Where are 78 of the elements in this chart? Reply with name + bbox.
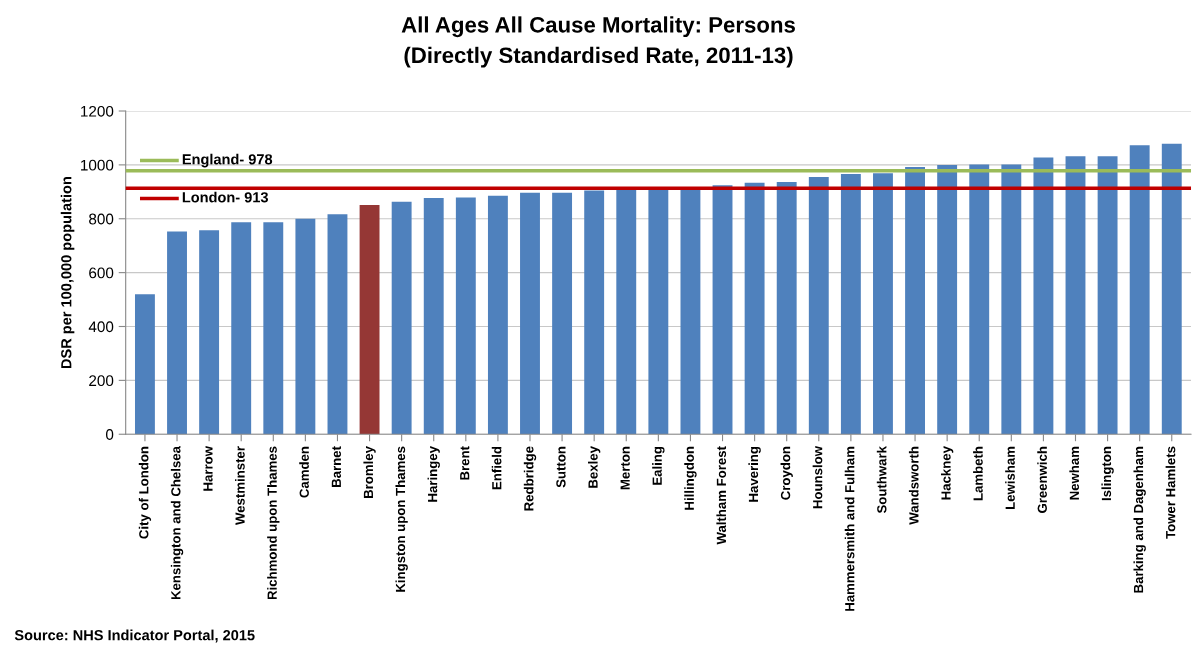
bar	[776, 182, 797, 435]
y-tick-label: 1000	[81, 159, 114, 171]
x-tick-label: Harrow	[203, 446, 213, 491]
x-tick-label: Hillingdon	[684, 446, 697, 510]
bar	[744, 182, 765, 435]
ref-line-label: England- 978	[182, 153, 273, 168]
y-tick-label: 200	[89, 375, 114, 387]
x-tick-label: Sutton	[556, 446, 566, 488]
y-tick-label: 600	[89, 267, 114, 279]
x-tick-label: Camden	[299, 446, 309, 498]
x-tick-label: Tower Hamlets	[1165, 446, 1176, 539]
bar	[487, 195, 508, 435]
chart-title: All Ages All Cause Mortality: Persons (Directly Standardised Rate, 2011-13)	[401, 16, 795, 68]
x-tick-label: Kingston upon Thames	[395, 446, 408, 592]
x-tick-label: Newham	[1069, 446, 1080, 500]
bar	[680, 188, 701, 435]
bar	[231, 222, 252, 435]
bar	[969, 164, 990, 435]
bar	[263, 222, 284, 435]
x-tick-label: Brent	[460, 446, 470, 480]
bar	[1097, 156, 1118, 435]
bar	[295, 218, 316, 435]
y-tick-label: 0	[105, 429, 114, 440]
x-tick-label: Bexley	[588, 446, 601, 488]
x-tick-label: Lambeth	[973, 446, 983, 501]
x-tick-label: Waltham Forest	[716, 446, 727, 545]
y-tick-label: 1200	[81, 105, 114, 117]
bar	[905, 167, 925, 435]
bar	[327, 214, 348, 435]
bar	[359, 205, 380, 435]
x-tick-label: Southwark	[876, 446, 887, 514]
x-tick-label: Westminster	[235, 446, 245, 525]
bar	[840, 174, 861, 435]
bar	[520, 192, 540, 435]
bar	[873, 173, 893, 435]
y-tick-label: 800	[89, 213, 114, 225]
x-tick-label: Hammersmith and Fulham	[844, 446, 855, 611]
bar	[455, 197, 476, 435]
x-tick-label: Croydon	[780, 446, 793, 500]
x-tick-label: Barnet	[331, 446, 342, 487]
bar	[712, 185, 733, 435]
x-tick-label: Hounslow	[812, 446, 823, 509]
x-tick-label: Havering	[748, 446, 761, 502]
source-note: Source: NHS Indicator Portal, 2015	[14, 629, 255, 643]
bar	[1065, 156, 1086, 435]
x-tick-label: Greenwich	[1037, 446, 1047, 513]
bar	[1001, 164, 1022, 435]
bar	[167, 231, 187, 435]
x-tick-label: Enfield	[491, 446, 502, 490]
x-tick-label: Islington	[1101, 446, 1114, 501]
x-tick-label: City of London	[138, 446, 152, 539]
x-tick-label: Ealing	[652, 446, 665, 485]
x-tick-label: Hackney	[940, 446, 954, 500]
bar	[648, 189, 669, 435]
bar	[1129, 145, 1150, 435]
y-tick-label: 400	[88, 321, 114, 333]
bar	[1161, 143, 1182, 435]
ref-line-label: London- 913	[182, 191, 268, 203]
x-tick-label: Barking and Dagenham	[1133, 446, 1146, 593]
bar	[584, 190, 605, 435]
y-axis-title: DSR per 100,000 population	[60, 177, 75, 369]
bar	[552, 192, 573, 435]
bar	[134, 294, 155, 435]
x-tick-label: Lewisham	[1005, 446, 1015, 509]
bar	[391, 201, 412, 435]
bar	[937, 164, 958, 435]
bar	[808, 177, 829, 435]
bar	[199, 230, 220, 435]
x-tick-label: Haringey	[427, 446, 440, 502]
x-tick-label: Bromley	[363, 446, 376, 498]
bar	[616, 189, 637, 435]
bar	[423, 198, 444, 435]
bar	[1033, 157, 1054, 435]
x-tick-label: Richmond upon Thames	[267, 446, 280, 600]
x-tick-label: Wandsworth	[908, 446, 919, 525]
x-tick-label: Merton	[620, 446, 630, 490]
x-tick-label: Kensington and Chelsea	[170, 445, 184, 600]
x-tick-label: Redbridge	[523, 446, 537, 511]
